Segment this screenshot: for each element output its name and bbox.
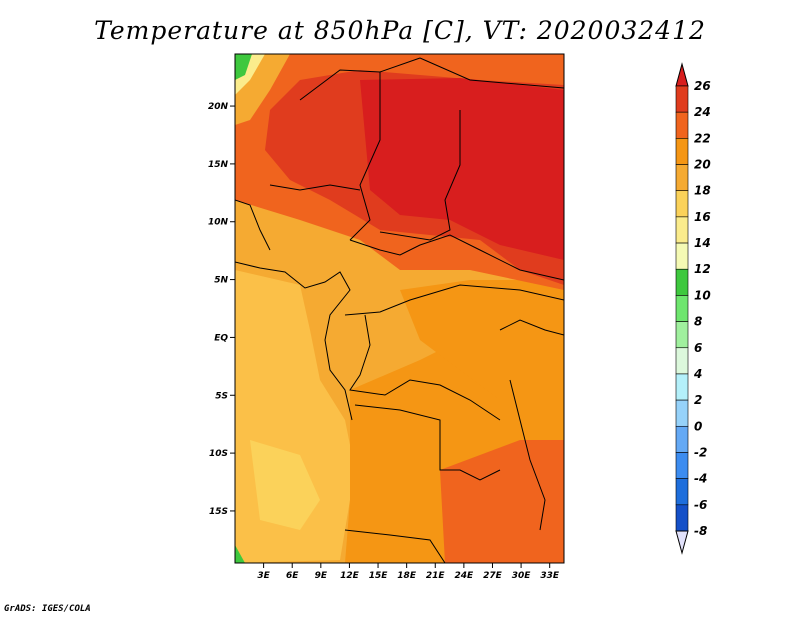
- colorbar-swatch: [675, 373, 689, 401]
- x-tick-label: 15E: [369, 571, 389, 581]
- border-angola-zambia: [354, 404, 501, 481]
- x-tick-label: 18E: [397, 571, 417, 581]
- colorbar-label: 6: [694, 341, 702, 355]
- plot-frame: [234, 53, 565, 564]
- colorbar-label: -4: [694, 472, 707, 486]
- field-26-plus: [360, 78, 564, 260]
- colorbar-swatch: [675, 452, 689, 479]
- colorbar-swatch: [675, 425, 689, 453]
- x-tick-label: 24E: [455, 571, 475, 581]
- border-nigeria-niger: [269, 184, 361, 191]
- colorbar-label: 8: [694, 315, 702, 329]
- colorbar-label: 18: [694, 184, 711, 198]
- colorbar-swatch: [675, 242, 689, 270]
- axes: 3E 6E 9E 12E 15E 18E 21E 24E 27E 30E 33E 20N 15N 10N 5…: [208, 102, 560, 581]
- colorbar-swatch: [675, 321, 689, 349]
- colorbar-swatch: [675, 138, 689, 165]
- colorbar-swatch: [675, 216, 689, 244]
- coastline-west: [235, 261, 353, 421]
- field-20-22-east: [400, 280, 564, 400]
- border-namibia: [344, 529, 446, 563]
- border-drc-west: [349, 314, 501, 421]
- map-title: Temperature at 850hPa [C], VT: 202003241…: [94, 16, 706, 45]
- x-tick-label: 21E: [426, 571, 446, 581]
- colorbar-label: 2: [694, 393, 702, 407]
- x-tick-label: 30E: [512, 571, 532, 581]
- border-west-africa: [235, 199, 271, 251]
- border-niger-chad: [349, 72, 381, 241]
- borders: [235, 57, 564, 563]
- x-tick-label: 6E: [286, 571, 299, 581]
- colorbar-label: 24: [694, 105, 711, 119]
- x-tick-label: 3E: [257, 571, 270, 581]
- colorbar-label: 22: [694, 131, 711, 145]
- colorbar-label: 10: [694, 288, 711, 302]
- colorbar-label: 26: [694, 79, 711, 93]
- colorbar-swatch: [675, 268, 689, 296]
- y-tick-label: 5N: [214, 276, 228, 286]
- colorbar-swatch: [675, 164, 689, 192]
- field-nw-12: [235, 54, 252, 80]
- colorbar-label: -8: [694, 524, 707, 538]
- colorbar-top-arrow: [675, 62, 689, 87]
- field-22-24-south: [440, 440, 564, 563]
- field-sw-12: [235, 545, 245, 563]
- colorbar-swatch: [675, 347, 689, 375]
- colorbar-label: 16: [694, 210, 711, 224]
- y-tick-label: 10N: [208, 218, 229, 228]
- border-chad-sudan: [379, 110, 461, 241]
- colorbar-swatch: [675, 295, 689, 322]
- y-tick-label: 20N: [208, 102, 229, 112]
- colorbar-label: 4: [693, 367, 702, 381]
- border-east: [499, 319, 564, 531]
- temperature-field: [235, 54, 564, 563]
- y-tick-label: 10S: [209, 449, 228, 459]
- y-tick-label: 15S: [209, 507, 228, 517]
- colorbar-bottom-arrow: [675, 530, 689, 555]
- colorbar-label: -6: [694, 498, 707, 512]
- field-16-18: [250, 440, 320, 530]
- colorbar-label: -2: [694, 445, 707, 459]
- colorbar-swatch: [675, 190, 689, 218]
- colorbar-label: 20: [694, 158, 711, 172]
- x-tick-label: 27E: [483, 571, 503, 581]
- x-tick-label: 12E: [340, 571, 360, 581]
- border-car-sudan: [349, 234, 564, 281]
- border-north: [299, 57, 564, 101]
- colorbar-swatch: [675, 399, 689, 427]
- y-tick-label: 5S: [215, 391, 228, 401]
- colorbar-swatch: [675, 111, 689, 139]
- colorbar-swatch: [675, 504, 689, 532]
- colorbar-label: 12: [694, 262, 711, 276]
- colorbar-label: 0: [694, 419, 702, 433]
- grads-credit: GrADS: IGES/COLA: [4, 604, 91, 614]
- y-tick-label: EQ: [214, 333, 228, 343]
- x-tick-label: 9E: [315, 571, 328, 581]
- colorbar-swatch: [675, 85, 689, 113]
- x-tick-label: 33E: [540, 571, 560, 581]
- colorbar-swatch: [675, 478, 689, 506]
- colorbar-label: 14: [694, 236, 711, 250]
- y-tick-label: 15N: [208, 160, 229, 170]
- border-congo-north: [344, 284, 564, 316]
